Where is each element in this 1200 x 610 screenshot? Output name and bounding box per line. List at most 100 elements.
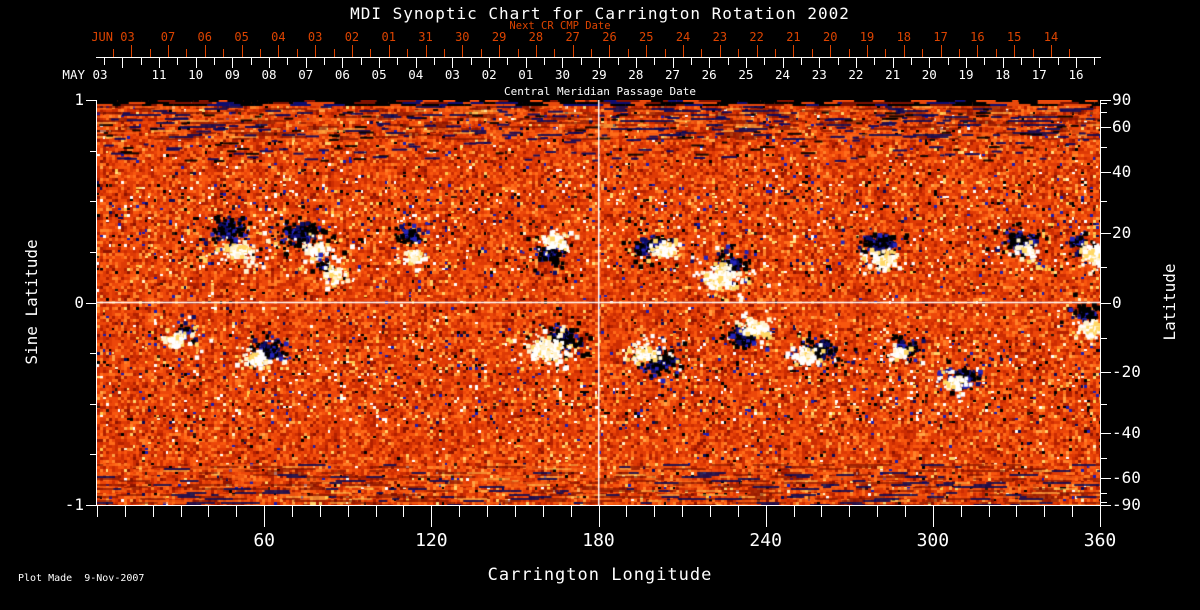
cmp-tick <box>929 58 931 68</box>
longitude-tick-label: 180 <box>582 530 615 551</box>
next-cr-tick <box>627 49 629 57</box>
latitude-minor-tick <box>1101 103 1107 105</box>
sine-latitude-tick-label: -1 <box>64 495 84 514</box>
cmp-tick <box>709 58 711 68</box>
cmp-day-label: 19 <box>958 67 974 82</box>
next-cr-tick <box>517 49 519 57</box>
sine-latitude-tick <box>86 100 96 101</box>
next-cr-tick <box>572 45 574 57</box>
next-cr-tick <box>204 45 206 57</box>
latitude-tick-label: -40 <box>1112 422 1141 442</box>
cmp-tick <box>745 58 747 68</box>
longitude-tick <box>375 506 377 517</box>
longitude-tick <box>709 506 711 517</box>
next-cr-tick <box>443 49 445 57</box>
next-cr-day-label: 04 <box>271 30 286 44</box>
cmp-tick <box>617 58 619 65</box>
cmp-tick <box>195 58 197 68</box>
latitude-tick <box>1101 100 1111 101</box>
cmp-tick <box>544 58 546 65</box>
latitude-tick-label: 20 <box>1112 223 1132 243</box>
next-cr-tick <box>646 45 648 57</box>
next-cr-tick <box>848 49 850 57</box>
latitude-tick <box>1101 432 1111 434</box>
latitude-tick <box>1101 172 1111 174</box>
cmp-tick <box>360 58 362 65</box>
next-cr-tick <box>388 45 390 57</box>
cmp-tick <box>159 58 160 68</box>
cmp-day-label: 17 <box>1031 67 1047 82</box>
cmp-day-label: 01 <box>518 67 534 82</box>
cmp-tick <box>1039 58 1041 68</box>
next-cr-tick <box>425 45 427 57</box>
next-cr-tick <box>591 49 593 57</box>
next-cr-tick <box>1069 49 1071 57</box>
next-cr-day-label: 14 <box>1043 30 1059 44</box>
longitude-tick <box>1016 506 1018 517</box>
next-cr-tick <box>278 45 280 57</box>
cmp-tick <box>892 58 894 68</box>
longitude-tick <box>877 506 879 517</box>
latitude-tick-label: 60 <box>1112 117 1132 137</box>
cmp-day-label: 21 <box>885 67 901 82</box>
cmp-tick <box>103 58 105 65</box>
plot-made-label: Plot Made 9-Nov-2007 <box>18 573 145 584</box>
cmp-tick <box>782 58 784 68</box>
cmp-day-label: 30 <box>554 67 570 82</box>
next-cr-day-label: 03 <box>307 30 323 44</box>
cmp-day-label: 25 <box>738 67 754 82</box>
cmp-tick <box>874 58 876 65</box>
longitude-tick <box>988 506 990 517</box>
latitude-tick <box>1101 505 1111 506</box>
cmp-tick <box>489 58 491 68</box>
cmp-axis-label: Central Meridian Passage Date <box>503 85 697 98</box>
longitude-tick-label: 240 <box>749 530 782 551</box>
next-cr-day-label: 06 <box>197 30 213 44</box>
longitude-tick <box>960 506 962 517</box>
sine-latitude-tick <box>90 150 96 152</box>
next-cr-day-label: 02 <box>344 30 360 44</box>
next-cr-tick <box>223 49 225 57</box>
latitude-minor-tick <box>1101 147 1107 149</box>
longitude-tick <box>849 506 851 517</box>
latitude-minor-tick <box>1101 457 1107 459</box>
next-cr-tick <box>535 45 537 57</box>
latitude-tick-label: -60 <box>1112 467 1141 487</box>
cmp-tick <box>177 58 179 65</box>
plot-frame-bottom <box>96 505 1101 506</box>
latitude-minor-tick <box>1101 492 1107 494</box>
next-cr-tick <box>940 45 942 57</box>
next-cr-tick <box>738 49 740 57</box>
next-cr-day-label: 01 <box>381 30 396 44</box>
cmp-day-label: 03 <box>444 67 460 82</box>
next-cr-tick <box>1050 45 1052 57</box>
longitude-tick <box>459 506 461 517</box>
cmp-day-label: 07 <box>298 67 314 82</box>
cmp-tick <box>452 58 454 68</box>
next-cr-day-label: 05 <box>234 30 249 44</box>
longitude-tick <box>1072 506 1074 517</box>
latitude-minor-tick <box>1101 112 1107 114</box>
next-cr-day-label: 21 <box>786 30 801 44</box>
longitude-tick <box>403 506 405 517</box>
next-cr-day-label: 24 <box>675 30 691 44</box>
next-cr-day-label: 28 <box>528 30 544 44</box>
cmp-day-label: 23 <box>811 67 827 82</box>
next-cr-day-label: 30 <box>455 30 470 44</box>
longitude-tick <box>765 506 767 527</box>
cmp-tick <box>470 58 472 65</box>
cmp-month-label: MAY 03 <box>62 67 108 82</box>
next-cr-tick <box>977 45 979 57</box>
sine-latitude-tick <box>90 201 96 203</box>
latitude-tick <box>1101 127 1111 129</box>
cmp-tick <box>397 58 399 65</box>
next-cr-day-label: 07 <box>160 30 176 44</box>
next-cr-day-label: 22 <box>749 30 764 44</box>
longitude-tick-label: 300 <box>916 530 950 551</box>
longitude-tick <box>793 506 795 517</box>
next-cr-tick <box>351 45 353 57</box>
next-cr-tick <box>830 45 832 57</box>
next-cr-tick <box>186 49 188 57</box>
next-cr-tick <box>958 49 960 57</box>
